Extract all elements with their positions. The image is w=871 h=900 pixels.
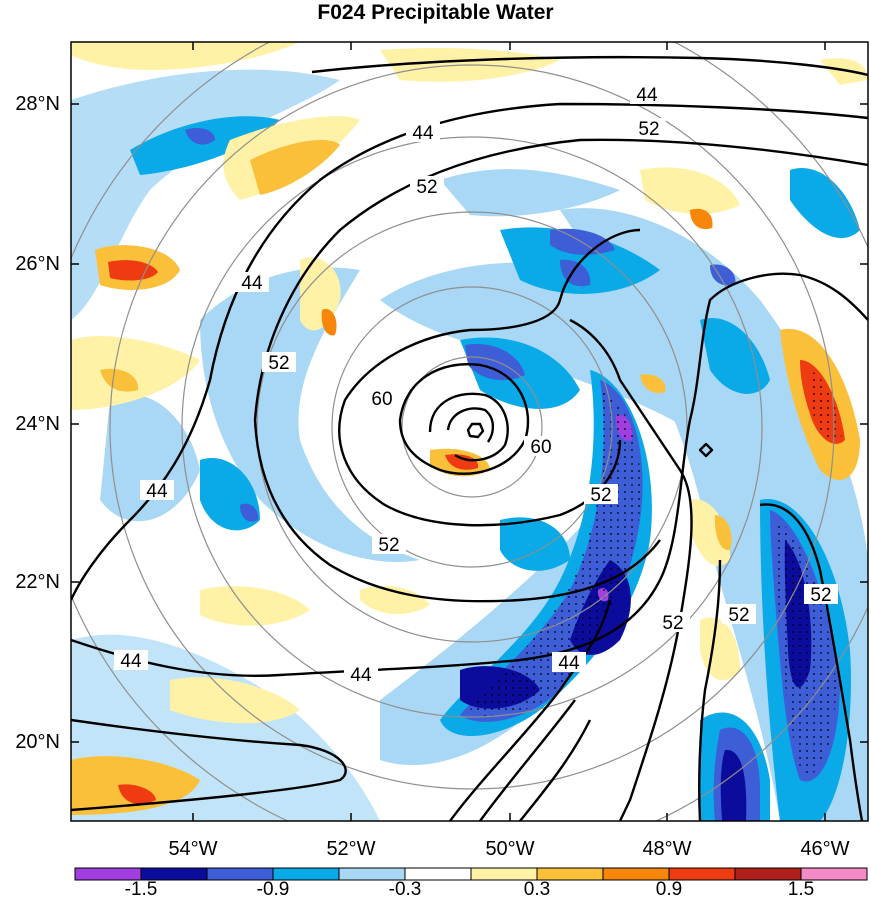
svg-text:52: 52 xyxy=(378,535,399,556)
svg-text:52: 52 xyxy=(590,485,611,506)
colorbar-label: -0.3 xyxy=(388,879,422,900)
svg-text:52: 52 xyxy=(662,613,683,634)
svg-text:44: 44 xyxy=(241,273,263,294)
svg-text:44: 44 xyxy=(350,665,372,686)
lat-label: 20°N xyxy=(15,731,60,753)
chart-title: F024 Precipitable Water xyxy=(317,1,554,24)
colorbar-label: 0.9 xyxy=(655,879,683,900)
svg-text:44: 44 xyxy=(636,85,658,106)
map-frame xyxy=(70,41,869,822)
svg-text:52: 52 xyxy=(810,585,831,606)
colorbar-label: -1.5 xyxy=(124,879,158,900)
contour-label: 52 xyxy=(372,534,406,556)
lon-label: 54°W xyxy=(168,838,218,860)
colorbar xyxy=(74,867,868,881)
contour-layer xyxy=(71,55,868,821)
contour-label-group: 44 52 44 52 44 52 60 60 xyxy=(114,84,838,686)
range-rings xyxy=(71,42,868,821)
contour-label: 52 xyxy=(804,584,838,606)
svg-text:60: 60 xyxy=(371,389,392,410)
lat-label: 26°N xyxy=(15,253,60,275)
axis-ticks xyxy=(71,42,868,821)
svg-text:44: 44 xyxy=(558,653,580,674)
contour-label: 52 xyxy=(722,604,756,626)
contour-label: 52 xyxy=(656,612,690,634)
svg-text:44: 44 xyxy=(412,123,434,144)
contour-label: 60 xyxy=(524,436,558,458)
contour-label: 52 xyxy=(584,484,618,506)
contour-label: 44 xyxy=(630,84,664,106)
contour-label: 52 xyxy=(410,176,444,198)
contour-label: 44 xyxy=(114,650,148,672)
lat-label: 22°N xyxy=(15,571,60,593)
svg-text:52: 52 xyxy=(638,119,659,140)
contour-label: 44 xyxy=(552,652,586,674)
lat-label: 24°N xyxy=(15,413,60,435)
contour-label: 44 xyxy=(344,664,378,686)
svg-text:44: 44 xyxy=(146,481,168,502)
lat-label: 28°N xyxy=(15,93,60,115)
contour-label: 44 xyxy=(235,272,269,294)
contour-label: 52 xyxy=(262,352,296,374)
svg-text:60: 60 xyxy=(530,437,551,458)
colorbar-label: 1.5 xyxy=(787,879,815,900)
lon-label: 50°W xyxy=(485,838,535,860)
contour-label: 44 xyxy=(140,480,174,502)
svg-text:44: 44 xyxy=(120,651,142,672)
colorbar-label: -0.9 xyxy=(256,879,290,900)
lon-label: 48°W xyxy=(642,838,692,860)
svg-text:52: 52 xyxy=(268,353,289,374)
contour-label: 52 xyxy=(632,118,666,140)
contour-label: 60 xyxy=(365,388,399,410)
contour-label: 44 xyxy=(406,122,440,144)
lon-label: 46°W xyxy=(800,838,850,860)
lon-label: 52°W xyxy=(326,838,376,860)
svg-text:52: 52 xyxy=(728,605,749,626)
colorbar-label: 0.3 xyxy=(523,879,551,900)
svg-text:52: 52 xyxy=(416,177,437,198)
